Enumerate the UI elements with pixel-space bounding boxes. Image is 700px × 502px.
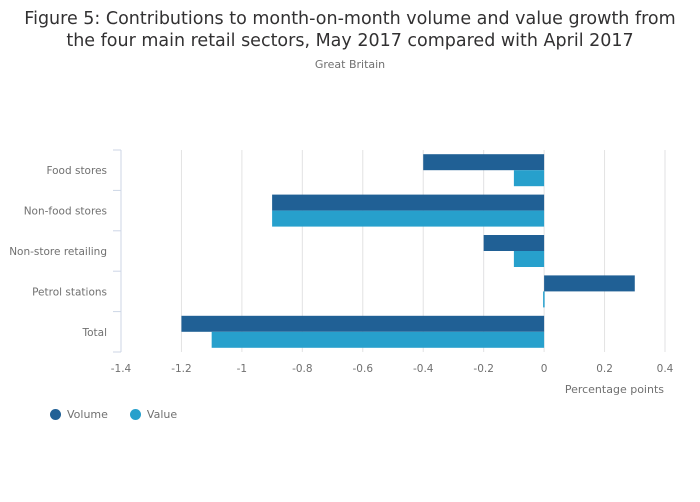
bar-volume-food-stores[interactable]	[423, 154, 545, 171]
x-tick-label: 0.4	[657, 363, 674, 375]
y-tick-label: Petrol stations	[32, 286, 107, 298]
x-tick-label: 0.2	[596, 363, 613, 375]
bar-value-non-food-stores[interactable]	[272, 210, 545, 227]
y-tick-label: Food stores	[46, 165, 107, 177]
x-tick-label: -1	[237, 363, 247, 375]
bar-value-food-stores[interactable]	[513, 170, 545, 187]
legend-marker-volume	[50, 409, 61, 420]
bar-value-total[interactable]	[211, 331, 545, 348]
legend-item-volume[interactable]: Volume	[50, 408, 108, 421]
y-tick-label: Non-store retailing	[9, 246, 107, 258]
chart-title-line-2: the four main retail sectors, May 2017 c…	[66, 31, 634, 51]
bar-value-non-store-retailing[interactable]	[513, 251, 545, 267]
legend-label-value: Value	[146, 408, 178, 421]
bar-value-petrol-stations[interactable]	[543, 291, 545, 308]
chart-title-line-1: Figure 5: Contributions to month-on-mont…	[24, 9, 676, 29]
x-axis: -1.4 -1.2 -1 -0.8 -0.6 -0.4 -0.2 0 0.2 0.4	[111, 363, 674, 375]
y-tick-label: Total	[81, 327, 107, 339]
bars	[181, 154, 635, 348]
x-tick-label: 0	[541, 363, 548, 375]
x-tick-label: -0.8	[292, 363, 313, 375]
bar-volume-non-store-retailing[interactable]	[483, 235, 545, 251]
legend-label-volume: Volume	[67, 408, 108, 421]
y-tick-label: Non-food stores	[24, 206, 107, 218]
legend-marker-value	[129, 409, 141, 420]
x-tick-label: -0.6	[353, 363, 374, 375]
chart-subtitle: Great Britain	[314, 58, 386, 71]
x-tick-label: -0.4	[413, 363, 434, 375]
x-tick-label: -0.2	[473, 363, 494, 375]
x-axis-label: Percentage points	[565, 383, 664, 396]
chart-title: Figure 5: Contributions to month-on-mont…	[0, 8, 700, 52]
bar-volume-non-food-stores[interactable]	[272, 194, 545, 211]
bar-volume-petrol-stations[interactable]	[544, 275, 635, 292]
y-axis: Food stores Non-food stores Non-store reta…	[9, 149, 122, 353]
x-tick-label: -1.4	[111, 363, 132, 375]
bar-volume-total[interactable]	[181, 315, 545, 332]
legend: Volume Value	[50, 408, 177, 421]
legend-item-value[interactable]: Value	[129, 408, 178, 421]
x-tick-label: -1.2	[171, 363, 192, 375]
